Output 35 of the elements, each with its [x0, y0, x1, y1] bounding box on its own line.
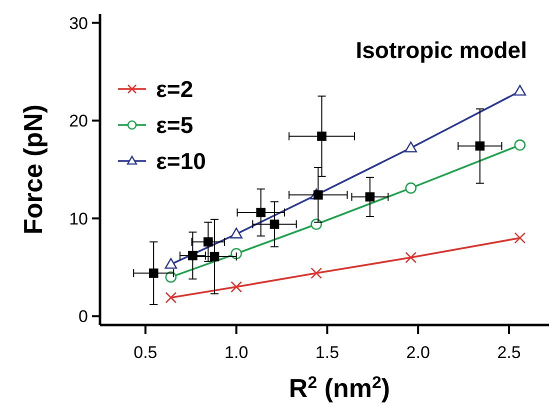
point: [148, 268, 158, 278]
legend-label: ε=10: [156, 148, 206, 174]
point: [270, 220, 280, 229]
x-tick-label: 2.0: [406, 343, 430, 362]
point: [514, 232, 526, 244]
point: [230, 281, 242, 293]
y-tick-label: 30: [69, 14, 88, 33]
x-tick-label: 2.5: [497, 343, 521, 362]
y-tick-label: 10: [69, 209, 88, 228]
y-tick-label: 0: [78, 307, 88, 326]
point: [514, 139, 526, 151]
legend-label: ε=5: [156, 112, 194, 138]
point: [164, 258, 178, 269]
point: [405, 182, 416, 194]
point: [404, 142, 417, 152]
point: [230, 228, 242, 238]
point: [210, 252, 220, 262]
x-tick-label: 1.5: [315, 343, 340, 362]
x-tick-label: 0.5: [134, 343, 158, 362]
point: [256, 208, 266, 218]
point: [165, 292, 177, 304]
y-axis-title: Force (pN): [18, 104, 48, 234]
x-axis-title: R$^{2}$ (nm$^{2}$): [288, 372, 390, 403]
point: [514, 84, 526, 96]
x-tick-label: 1.0: [224, 343, 248, 362]
point: [204, 237, 213, 247]
point: [317, 132, 326, 141]
y-tick-label: 20: [69, 112, 88, 131]
point: [188, 250, 198, 260]
point: [475, 141, 485, 151]
legend-label: ε=2: [156, 76, 194, 102]
point: [310, 268, 322, 279]
point: [365, 192, 375, 202]
point: [405, 252, 416, 264]
annotation: Isotropic model: [356, 37, 527, 63]
